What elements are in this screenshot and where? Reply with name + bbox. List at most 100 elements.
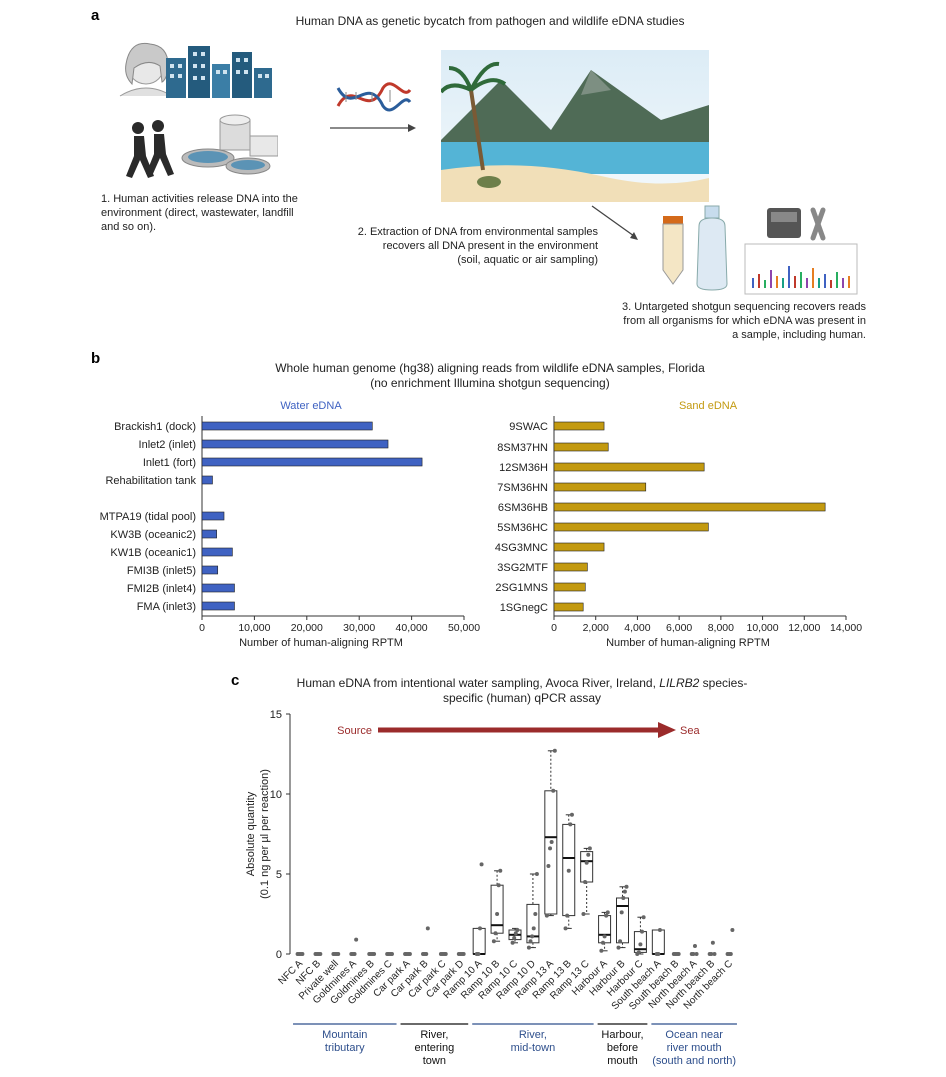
x-tick-label: 10,000 xyxy=(747,622,779,634)
data-point xyxy=(602,934,607,939)
manhattan-plot-icon xyxy=(744,243,858,295)
data-point xyxy=(495,912,500,916)
chromosome-icon xyxy=(810,207,826,241)
step3-line: 3. Untargeted shotgun sequencing recover… xyxy=(622,301,866,313)
data-point xyxy=(656,952,661,956)
data-point xyxy=(569,812,574,817)
down-arrow-illustration xyxy=(591,205,638,240)
bar xyxy=(201,457,423,467)
group-label: before xyxy=(607,1042,638,1054)
city-buildings-icon xyxy=(166,46,272,98)
data-point xyxy=(424,952,429,956)
data-point xyxy=(583,880,588,884)
x-tick-label: 4,000 xyxy=(624,622,650,634)
data-point xyxy=(605,910,610,915)
category-label: FMI2B (inlet4) xyxy=(127,583,196,595)
x-tick-label: 2,000 xyxy=(583,622,609,634)
bar xyxy=(201,511,225,521)
data-point xyxy=(619,910,624,915)
data-point xyxy=(712,952,717,956)
box xyxy=(544,790,558,915)
group-label: river mouth xyxy=(667,1042,722,1054)
sample-tube-icon xyxy=(662,216,684,285)
data-point xyxy=(461,952,466,956)
category-label: 6SM36HB xyxy=(498,502,548,514)
data-point xyxy=(443,952,448,956)
data-point xyxy=(586,852,591,857)
panel-c-title-line: Human eDNA from intentional water sampli… xyxy=(262,676,782,691)
category-label: 1SGnegC xyxy=(500,602,548,614)
category-label: Brackish1 (dock) xyxy=(114,421,196,433)
palm-tree-icon xyxy=(441,61,507,171)
data-point xyxy=(425,926,430,931)
sea-label: Sea xyxy=(680,725,700,737)
bar xyxy=(553,602,584,612)
data-point xyxy=(694,952,699,956)
bar xyxy=(553,421,605,431)
data-point xyxy=(710,940,715,945)
data-point xyxy=(318,952,323,956)
data-point xyxy=(389,952,394,956)
data-point xyxy=(730,928,735,932)
y-tick-label: 5 xyxy=(276,869,282,881)
x-tick-label: 40,000 xyxy=(396,622,428,634)
x-tick-label: 0 xyxy=(551,622,557,634)
y-tick-label: 10 xyxy=(270,789,282,801)
data-point xyxy=(621,896,626,900)
x-tick-label: 12,000 xyxy=(788,622,820,634)
bar xyxy=(201,439,389,449)
category-label: 4SG3MNC xyxy=(495,542,548,554)
data-point xyxy=(638,942,643,947)
group-label: Mountain xyxy=(322,1029,367,1041)
source-label: Source xyxy=(337,725,372,737)
sequencing-illustration xyxy=(662,205,858,295)
group-label: tributary xyxy=(325,1042,365,1054)
category-label: FMA (inlet3) xyxy=(137,601,196,613)
step1-line: 1. Human activities release DNA into the xyxy=(101,193,298,205)
data-point xyxy=(352,952,357,956)
x-tick-label: 50,000 xyxy=(448,622,480,634)
panel-c-title-gene: LILRB2 xyxy=(659,676,700,690)
data-point xyxy=(600,940,605,945)
group-label: River, xyxy=(519,1029,547,1041)
box xyxy=(616,897,629,944)
data-point xyxy=(544,913,549,918)
data-point xyxy=(568,822,573,827)
x-tick-label: 10,000 xyxy=(238,622,270,634)
bar xyxy=(201,565,219,575)
bar xyxy=(201,529,217,539)
x-tick-label: 20,000 xyxy=(291,622,323,634)
panel-c-title-pre: Human eDNA from intentional water sampli… xyxy=(296,676,660,690)
panel-a-title: Human DNA as genetic bycatch from pathog… xyxy=(295,14,685,28)
qpcr-box-plot: 0 5 10 15 Absolute quantity (0.1 ng per µl pe… xyxy=(245,709,737,1067)
box xyxy=(580,851,594,883)
data-point xyxy=(622,889,627,894)
group-label: River, xyxy=(420,1029,448,1041)
data-point xyxy=(552,748,557,753)
step1-line: and so on). xyxy=(101,221,157,233)
group-label: Harbour, xyxy=(601,1029,643,1041)
x-tick-label: 8,000 xyxy=(708,622,734,634)
step1-line: environment (direct, wastewater, landfil… xyxy=(101,207,294,219)
data-point xyxy=(515,928,520,932)
data-point xyxy=(498,868,503,873)
panel-b-title-line: (no enrichment Illumina shotgun sequenci… xyxy=(370,376,610,390)
chart-title: Sand eDNA xyxy=(679,400,738,412)
data-point xyxy=(546,864,551,868)
data-point xyxy=(493,931,498,936)
data-point xyxy=(563,926,568,931)
y-axis-label-line: (0.1 ng per µl per reaction) xyxy=(259,769,271,899)
box xyxy=(651,929,665,955)
data-point xyxy=(640,929,645,934)
panel-b-title: Whole human genome (hg38) aligning reads… xyxy=(230,361,750,391)
data-point xyxy=(300,952,305,956)
data-point xyxy=(709,952,714,956)
data-point xyxy=(641,915,646,920)
box xyxy=(598,915,612,944)
x-tick-label: 14,000 xyxy=(830,622,862,634)
step2-line: (soil, aquatic or air sampling) xyxy=(457,254,598,266)
panel-c-title: Human eDNA from intentional water sampli… xyxy=(262,676,782,706)
step2-line: 2. Extraction of DNA from environmental … xyxy=(357,226,598,238)
data-point xyxy=(551,788,556,793)
step3-line: from all organisms for which eDNA was pr… xyxy=(623,315,866,327)
